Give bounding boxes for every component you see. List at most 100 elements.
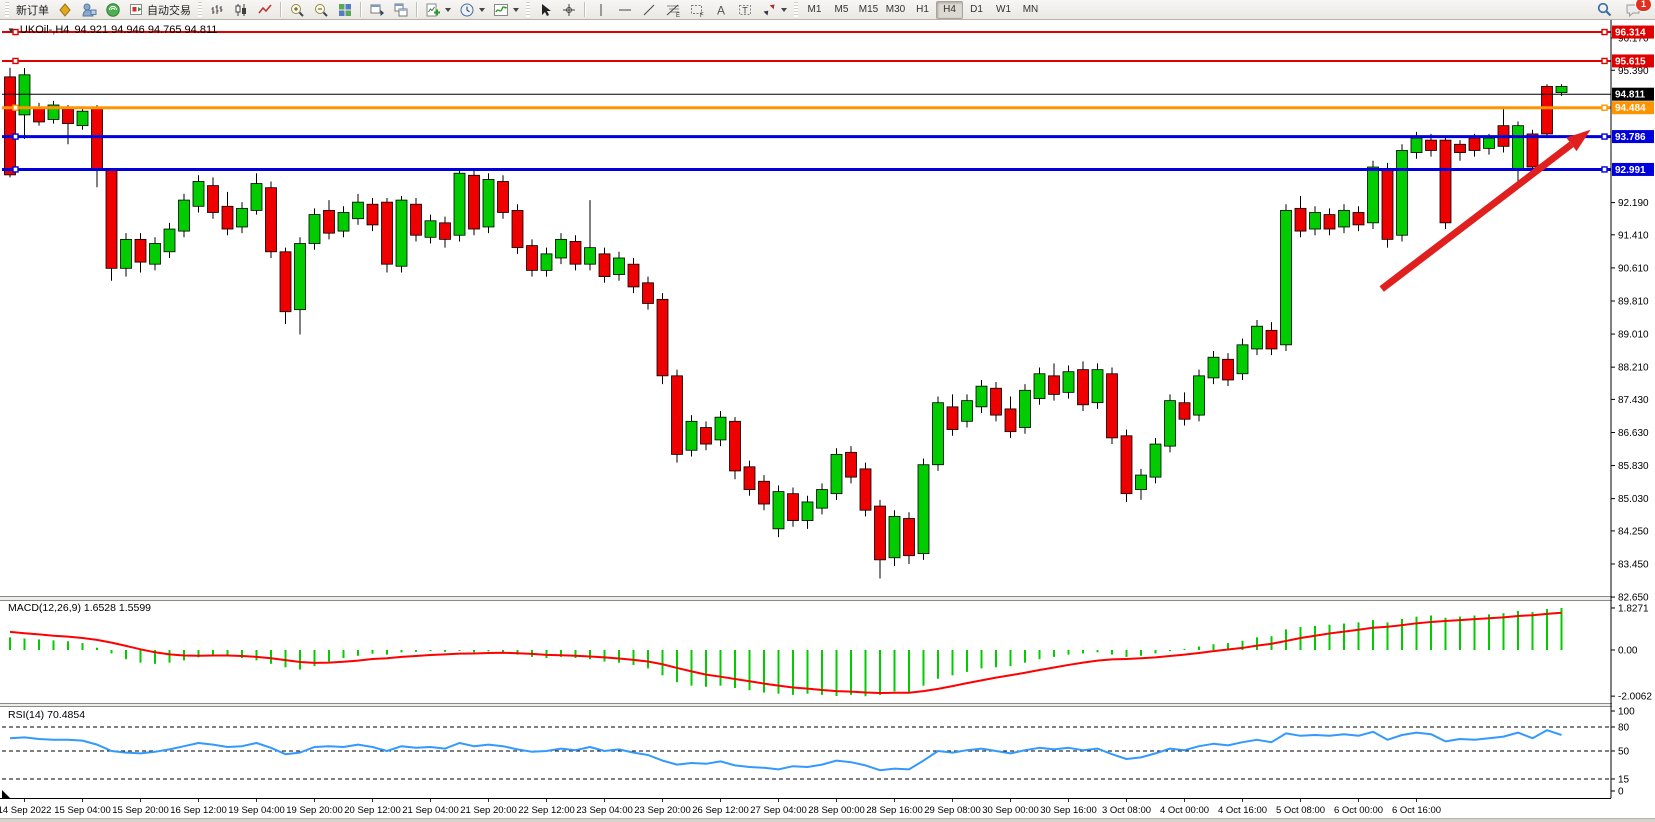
svg-text:T: T xyxy=(742,5,748,15)
support-line-2-handle[interactable] xyxy=(1601,166,1608,173)
candle xyxy=(1149,443,1162,478)
toolbar-grip[interactable] xyxy=(198,2,202,17)
community-button[interactable] xyxy=(77,1,101,19)
resistance-line-1-handle[interactable] xyxy=(12,28,19,36)
signals-button[interactable] xyxy=(101,1,125,19)
horizontal-line-button[interactable] xyxy=(613,1,637,19)
toolbar-grip[interactable] xyxy=(5,2,9,17)
axis-tick-label: 83.450 xyxy=(1618,559,1649,570)
time-axis-label: 26 Sep 12:00 xyxy=(692,805,749,816)
pane-resize-grip[interactable] xyxy=(2,790,10,798)
candle xyxy=(584,247,596,265)
candle xyxy=(1541,85,1553,135)
community-icon xyxy=(81,2,97,18)
candle xyxy=(1091,369,1104,404)
timeframe-h4[interactable]: H4 xyxy=(936,0,963,19)
resistance-line-1-handle[interactable] xyxy=(1601,28,1608,36)
candle xyxy=(1555,85,1568,93)
candle xyxy=(149,243,161,265)
toolbar-separator xyxy=(280,2,282,17)
candle xyxy=(1207,356,1220,379)
shapes-icon: F xyxy=(689,2,705,18)
resistance-line-2-handle[interactable] xyxy=(1601,57,1608,65)
shapes-button[interactable]: F xyxy=(685,1,709,19)
cursor-button[interactable] xyxy=(533,1,557,19)
new-order-button[interactable]: 新订单 xyxy=(12,1,53,19)
new-chart-button[interactable] xyxy=(421,1,455,19)
candle xyxy=(207,185,219,213)
price-chart-canvas[interactable]: 96.170 95.390 92.190 91.410 90.610 89.810 89.0… xyxy=(0,20,1655,818)
candles-layer xyxy=(4,67,1568,579)
candle xyxy=(453,172,466,236)
candle xyxy=(772,491,785,530)
candle xyxy=(1222,358,1234,381)
toolbar-separator xyxy=(584,2,586,17)
timeframe-m1[interactable]: M1 xyxy=(801,1,828,19)
profiles-button[interactable] xyxy=(455,1,489,19)
candle xyxy=(250,183,263,211)
bar-chart-button[interactable] xyxy=(205,1,229,19)
vertical-line-button[interactable] xyxy=(589,1,613,19)
candle xyxy=(743,466,756,490)
zoom-out-button[interactable] xyxy=(309,1,333,19)
trend-arrow-head[interactable] xyxy=(1566,129,1591,152)
time-axis-label: 15 Sep 20:00 xyxy=(112,805,169,816)
zoom-in-button[interactable] xyxy=(285,1,309,19)
orange-level-line-handle[interactable] xyxy=(1601,104,1608,111)
autotrading-label: 自动交易 xyxy=(147,4,191,17)
one-click-trading-toggle-icon[interactable]: ▼ xyxy=(7,25,15,35)
orange-level-line-handle[interactable] xyxy=(12,104,19,111)
support-line-2-handle[interactable] xyxy=(12,166,19,173)
arrows-button[interactable] xyxy=(757,1,791,19)
price-label-text: 94.484 xyxy=(1615,103,1646,114)
candle xyxy=(497,181,509,213)
indicators-button[interactable] xyxy=(489,1,523,19)
trend-arrow[interactable] xyxy=(1379,141,1574,292)
candle xyxy=(424,220,437,238)
time-axis-label: 6 Oct 00:00 xyxy=(1334,805,1383,816)
toolbar-grip[interactable] xyxy=(526,2,530,17)
time-axis-label: 16 Sep 12:00 xyxy=(170,805,227,816)
cascade-windows-button[interactable] xyxy=(389,1,413,19)
search-button[interactable] xyxy=(1592,1,1617,19)
toolbar-separator xyxy=(360,2,362,17)
candlestick-button[interactable] xyxy=(229,1,253,19)
timeframe-m15[interactable]: M15 xyxy=(855,1,882,19)
macd-signal-line xyxy=(9,611,1562,695)
timeframe-mn[interactable]: MN xyxy=(1017,1,1044,19)
toolbar-grip[interactable] xyxy=(794,2,798,17)
axis-tick-label: 92.190 xyxy=(1618,198,1649,209)
support-line-1-handle[interactable] xyxy=(1601,133,1608,140)
candle xyxy=(1033,373,1046,399)
market-button[interactable] xyxy=(53,1,77,19)
trendline-button[interactable] xyxy=(637,1,661,19)
resistance-line-2-handle[interactable] xyxy=(12,57,19,65)
text-label-button[interactable]: T xyxy=(733,1,757,19)
tile-windows-button[interactable] xyxy=(333,1,357,19)
support-line-1-handle[interactable] xyxy=(12,133,19,140)
candle xyxy=(511,210,524,249)
chevron-down-icon xyxy=(479,7,485,12)
timeframe-m5[interactable]: M5 xyxy=(828,1,855,19)
macd-name: MACD(12,26,9) xyxy=(8,602,81,614)
bid-price-line-axis-label xyxy=(1612,87,1654,101)
fibonacci-button[interactable]: E xyxy=(661,1,685,19)
candle xyxy=(1135,474,1147,490)
crosshair-button[interactable] xyxy=(557,1,581,19)
time-axis-label: 30 Sep 16:00 xyxy=(1040,805,1097,816)
timeframe-w1[interactable]: W1 xyxy=(990,1,1017,19)
autotrading-button[interactable]: 自动交易 xyxy=(125,1,195,19)
candle xyxy=(4,76,16,176)
axis-tick-label: 0 xyxy=(1618,787,1624,798)
timeframe-d1[interactable]: D1 xyxy=(963,1,990,19)
chevron-down-icon xyxy=(445,7,451,12)
time-axis-label: 30 Sep 00:00 xyxy=(982,805,1039,816)
timeframe-m30[interactable]: M30 xyxy=(882,1,909,19)
line-chart-button[interactable] xyxy=(253,1,277,19)
text-button[interactable]: A xyxy=(709,1,733,19)
timeframe-h1[interactable]: H1 xyxy=(909,1,936,19)
arrange-windows-button[interactable] xyxy=(365,1,389,19)
vertical-line-icon xyxy=(593,2,609,18)
candle xyxy=(729,420,741,472)
candle xyxy=(555,238,567,259)
